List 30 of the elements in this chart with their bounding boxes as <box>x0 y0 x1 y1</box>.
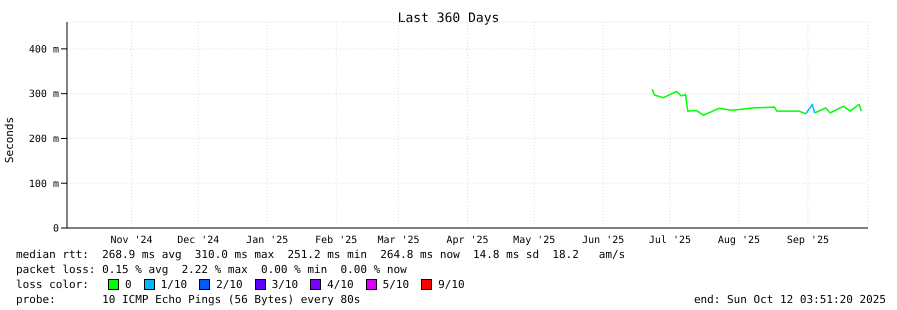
legend-label: 1/10 <box>160 277 188 292</box>
chart-title: Last 360 Days <box>396 11 500 26</box>
x-tick-label: May '25 <box>513 235 556 246</box>
y-tick-label: 300 m <box>28 89 59 100</box>
x-tick-label: Nov '24 <box>110 235 153 246</box>
legend-label: 3/10 <box>272 277 298 292</box>
legend-label: 9/10 <box>438 277 465 292</box>
legend-label: 4/10 <box>327 277 354 292</box>
text: packet loss: 0.15 % avg 2.22 % max 0.00 % min 0.00 % now <box>16 262 408 277</box>
text: end: Sun Oct 12 03:51:20 2025 <box>694 292 886 307</box>
x-tick-label: Aug '25 <box>718 235 760 246</box>
x-tick-label: Feb '25 <box>315 235 358 246</box>
legend-label: 5/10 <box>382 277 410 292</box>
y-tick-label: 200 m <box>28 134 59 145</box>
legend-label: 0 <box>125 277 132 292</box>
y-tick-label: 100 m <box>28 178 59 190</box>
y-tick-label: 400 m <box>28 44 59 56</box>
legend-label: 2/10 <box>216 277 243 292</box>
x-tick-label: Sep '25 <box>786 235 830 246</box>
text: probe: 10 ICMP Echo Pings (56 Bytes) every 80s <box>16 292 360 307</box>
x-tick-label: Dec '24 <box>177 235 220 246</box>
x-tick-label: Jan '25 <box>246 235 288 246</box>
x-tick-label: Apr '25 <box>446 235 489 246</box>
legend-title: loss color: <box>16 277 90 292</box>
x-tick-label: Jun '25 <box>582 235 624 246</box>
y-axis-title: Seconds <box>3 116 16 164</box>
y-tick-label: 0 <box>52 224 59 235</box>
text: median rtt: 268.9 ms avg 310.0 ms max 251.2 ms min 264.8 ms now 14.8 ms sd 18.2 am/s <box>16 247 626 262</box>
x-tick-label: Mar '25 <box>377 235 420 246</box>
x-tick-label: Jul '25 <box>648 235 692 246</box>
